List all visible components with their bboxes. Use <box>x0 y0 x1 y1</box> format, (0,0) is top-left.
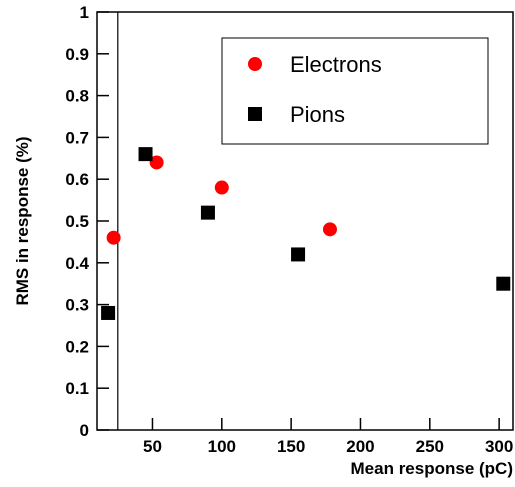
point <box>138 147 153 162</box>
y-tick-label: 0.7 <box>65 128 89 147</box>
point <box>200 205 215 220</box>
point <box>291 247 306 262</box>
y-tick-label: 0.3 <box>65 296 89 315</box>
point <box>496 276 511 291</box>
y-tick-label: 0.4 <box>65 254 89 273</box>
point <box>106 230 121 245</box>
y-axis-label: RMS in response (%) <box>13 136 32 305</box>
point <box>149 155 164 170</box>
x-tick-label: 100 <box>208 437 236 456</box>
legend-marker <box>248 107 262 121</box>
x-tick-label: 300 <box>485 437 513 456</box>
y-tick-label: 0 <box>80 421 89 440</box>
point <box>214 180 229 195</box>
point <box>101 305 116 320</box>
y-tick-label: 0.6 <box>65 170 89 189</box>
legend-box <box>221 37 489 145</box>
y-tick-label: 1 <box>80 3 89 22</box>
y-tick-label: 0.2 <box>65 337 89 356</box>
y-tick-label: 0.1 <box>65 379 89 398</box>
legend-label: Electrons <box>290 52 382 77</box>
legend-marker <box>248 57 262 71</box>
y-tick-label: 0.8 <box>65 87 89 106</box>
legend-label: Pions <box>290 102 345 127</box>
x-axis-label: Mean response (pC) <box>351 459 513 478</box>
x-tick-label: 150 <box>277 437 305 456</box>
point <box>322 222 337 237</box>
y-tick-label: 0.5 <box>65 212 89 231</box>
y-tick-label: 0.9 <box>65 45 89 64</box>
x-tick-label: 50 <box>143 437 162 456</box>
x-tick-label: 200 <box>346 437 374 456</box>
x-tick-label: 250 <box>416 437 444 456</box>
